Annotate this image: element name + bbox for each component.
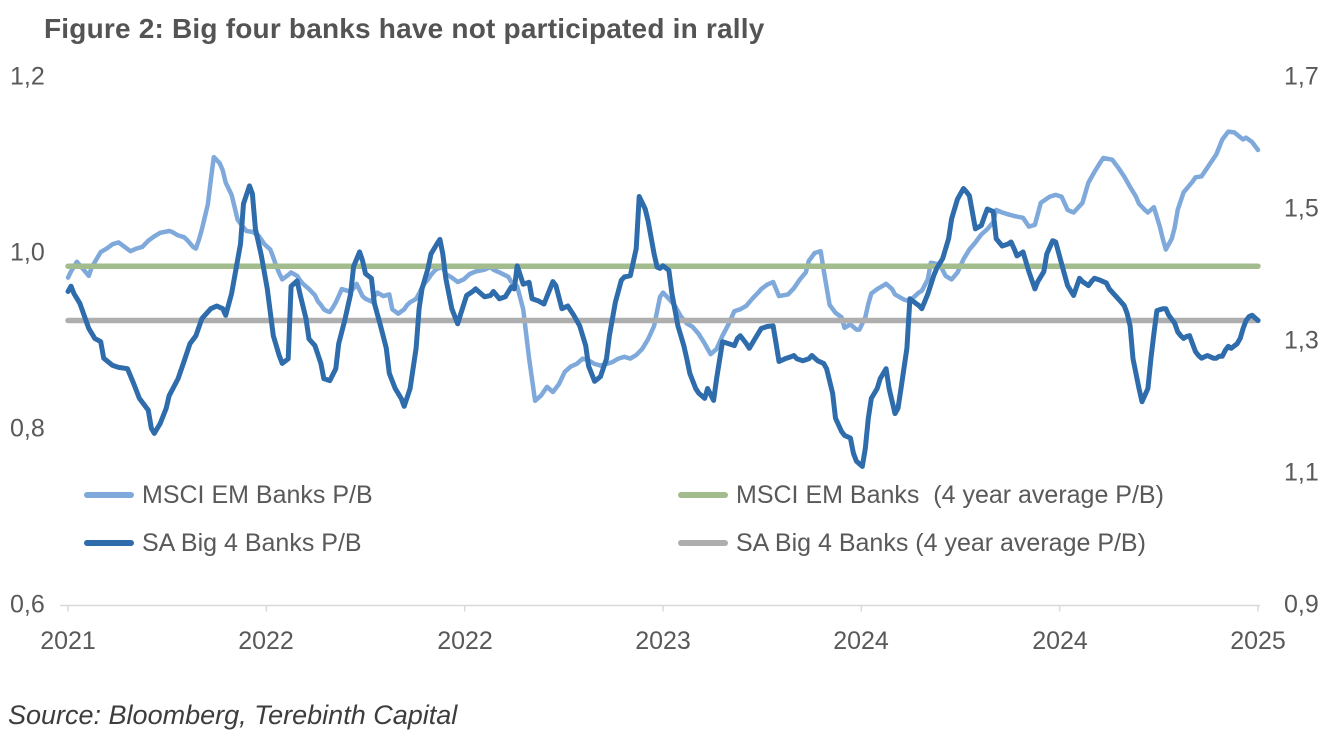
legend-label: SA Big 4 Banks (4 year average P/B): [736, 528, 1146, 557]
legend-label: MSCI EM Banks (4 year average P/B): [736, 480, 1164, 509]
right-axis-tick-label: 1,5: [1284, 194, 1319, 223]
legend-item-msci-em-banks-pb: MSCI EM Banks P/B: [84, 480, 373, 510]
legend-item-msci-em-banks-average: MSCI EM Banks (4 year average P/B): [678, 480, 1164, 510]
left-axis-tick-label: 1,2: [10, 62, 45, 91]
legend-swatch-sa-big4-banks-average: [678, 540, 728, 546]
legend-swatch-sa-big4-banks-pb: [84, 540, 134, 546]
legend-swatch-msci-em-banks-average: [678, 492, 728, 498]
legend-item-sa-big4-banks-pb: SA Big 4 Banks P/B: [84, 528, 362, 558]
left-axis-tick-label: 0,6: [10, 590, 45, 619]
legend-swatch-msci-em-banks-pb: [84, 492, 134, 498]
right-axis-tick-label: 0,9: [1284, 590, 1319, 619]
x-axis-tick-label: 2024: [833, 627, 889, 655]
x-axis-tick-label: 2024: [1032, 627, 1088, 655]
x-axis-tick-label: 2025: [1230, 627, 1286, 655]
x-axis-tick-label: 2022: [437, 627, 493, 655]
left-axis-tick-label: 1,0: [10, 238, 45, 267]
right-axis-tick-label: 1,1: [1284, 458, 1319, 487]
x-axis-tick-label: 2023: [635, 627, 691, 655]
x-axis-tick-label: 2022: [238, 627, 294, 655]
x-axis-tick-label: 2021: [40, 627, 96, 655]
legend-label: SA Big 4 Banks P/B: [142, 528, 362, 557]
left-axis-tick-label: 0,8: [10, 414, 45, 443]
right-axis-tick-label: 1,7: [1284, 62, 1319, 91]
legend-label: MSCI EM Banks P/B: [142, 480, 373, 509]
source-note: Source: Bloomberg, Terebinth Capital: [8, 700, 458, 730]
figure-title: Figure 2: Big four banks have not partic…: [44, 13, 765, 44]
legend-item-sa-big4-banks-average: SA Big 4 Banks (4 year average P/B): [678, 528, 1146, 558]
right-axis-tick-label: 1,3: [1284, 326, 1319, 355]
